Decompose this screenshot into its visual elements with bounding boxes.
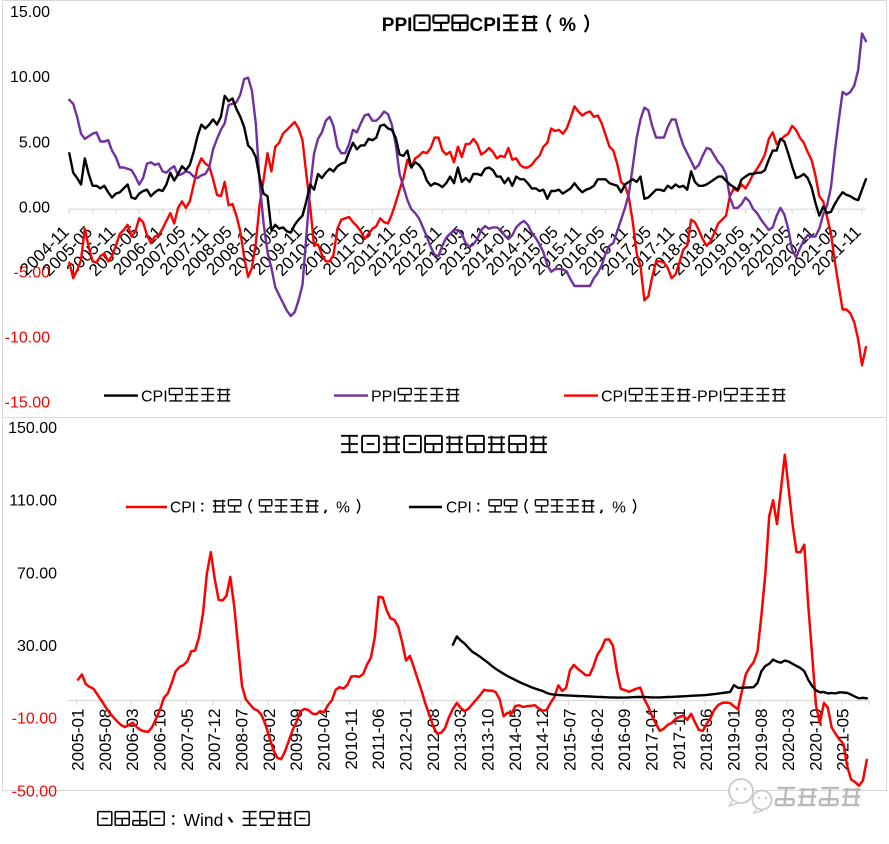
svg-text:2018-06: 2018-06 [697,709,716,771]
svg-text:2017-11: 2017-11 [670,709,689,770]
svg-text:30.00: 30.00 [17,638,57,655]
svg-text:PPI: PPI [382,15,413,36]
svg-text:2006-03: 2006-03 [123,709,142,771]
svg-text:%: % [559,15,576,36]
svg-text:CPI: CPI [141,389,168,406]
svg-text:CPI: CPI [446,500,472,517]
svg-text:2021-05: 2021-05 [834,709,853,771]
svg-text:2016-02: 2016-02 [588,709,607,771]
svg-text:2007-05: 2007-05 [178,709,197,771]
svg-text:150.00: 150.00 [8,420,57,437]
svg-text:10.00: 10.00 [10,69,50,86]
svg-text:-15.00: -15.00 [5,395,50,412]
svg-text:2013-03: 2013-03 [451,709,470,771]
svg-text:2009-09: 2009-09 [287,709,306,771]
svg-text:2010-11: 2010-11 [342,709,361,770]
svg-text:CPI: CPI [470,15,502,36]
svg-text:2014-12: 2014-12 [533,709,552,771]
svg-text:CPI: CPI [170,500,196,517]
svg-text:15.00: 15.00 [10,4,50,21]
svg-text:-10.00: -10.00 [12,711,57,728]
svg-text:2008-07: 2008-07 [233,709,252,771]
svg-text:110.00: 110.00 [9,493,57,510]
svg-text:Wind: Wind [184,810,224,830]
svg-text:2006-10: 2006-10 [151,709,170,771]
svg-text:PPI: PPI [371,389,397,406]
svg-text:2019-01: 2019-01 [724,709,743,771]
svg-text:2020-10: 2020-10 [806,709,825,771]
svg-text:CPI: CPI [601,389,628,406]
svg-text:2015-07: 2015-07 [560,709,579,771]
svg-text:2007-12: 2007-12 [205,709,224,771]
svg-text:2011-06: 2011-06 [369,709,388,770]
svg-text:2013-10: 2013-10 [478,709,497,771]
svg-text:2012-01: 2012-01 [397,709,416,771]
svg-text:2012-08: 2012-08 [424,709,443,771]
svg-text:2020-03: 2020-03 [779,709,798,771]
svg-text:%: % [336,500,350,517]
svg-text:-50.00: -50.00 [12,783,57,800]
svg-text:0.00: 0.00 [19,199,50,216]
svg-text:5.00: 5.00 [19,134,50,151]
svg-text:2014-05: 2014-05 [506,709,525,771]
svg-text:2010-04: 2010-04 [315,709,334,771]
svg-text:2019-08: 2019-08 [752,709,771,771]
svg-text:70.00: 70.00 [17,565,57,582]
svg-text:-5.00: -5.00 [14,265,51,282]
svg-text:-10.00: -10.00 [5,330,50,347]
svg-text:2016-09: 2016-09 [615,709,634,771]
svg-text:2005-08: 2005-08 [96,709,115,771]
svg-text:-PPI: -PPI [692,389,723,406]
svg-text:%: % [612,500,626,517]
svg-text:2005-01: 2005-01 [69,709,88,771]
